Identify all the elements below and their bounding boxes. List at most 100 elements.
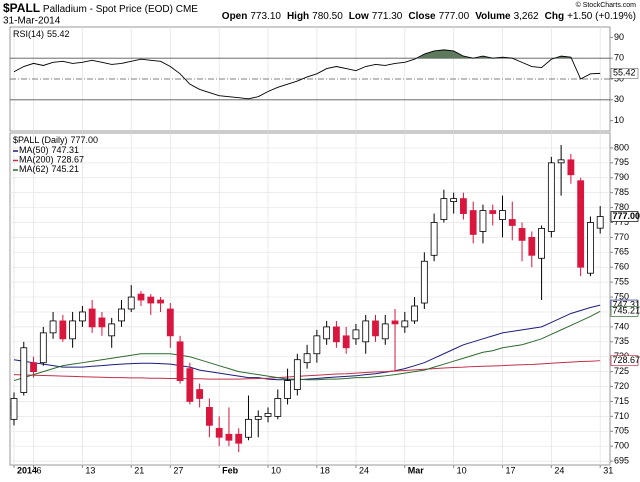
candle-body xyxy=(324,327,330,339)
y-tick-label: 90 xyxy=(614,32,624,42)
candle-body xyxy=(597,217,603,229)
candle-body xyxy=(539,228,545,258)
y-tick-label: 785 xyxy=(614,187,629,197)
y-tick-label: 765 xyxy=(614,247,629,257)
candle-body xyxy=(294,360,300,390)
candle-body xyxy=(216,428,222,437)
x-tick-label: 13 xyxy=(85,465,95,475)
candle-body xyxy=(255,416,261,419)
x-tick-label: 10 xyxy=(271,465,281,475)
quote-value: 777.00 xyxy=(439,11,470,22)
last-value-label: 777.00 xyxy=(613,211,640,221)
candle-body xyxy=(441,199,447,220)
x-tick-label: Mar xyxy=(408,465,425,475)
legend-value: 55.42 xyxy=(47,29,70,39)
candle-body xyxy=(60,321,66,339)
symbol: $PALL xyxy=(3,1,40,15)
last-value-label: 55.42 xyxy=(613,68,636,78)
candle-body xyxy=(529,237,535,255)
y-tick-label: 770 xyxy=(614,232,629,242)
y-tick-label: 720 xyxy=(614,381,629,391)
x-tick-label: Feb xyxy=(222,465,239,475)
candle-body xyxy=(70,321,76,339)
legend-name: $PALL (Daily) xyxy=(13,135,68,145)
quote-value: 771.30 xyxy=(372,11,403,22)
candle-body xyxy=(402,321,408,327)
candle-body xyxy=(50,321,56,333)
candle-body xyxy=(197,390,203,399)
price-legend: $PALL (Daily)777.00 xyxy=(13,135,98,145)
candle-body xyxy=(392,321,398,324)
x-tick-label: 27 xyxy=(173,465,183,475)
candle-body xyxy=(578,181,584,268)
ma-legend: MA(200)728.67 xyxy=(19,155,84,165)
legend-value: 745.21 xyxy=(52,164,80,174)
quote-value: 773.10 xyxy=(250,11,281,22)
candle-body xyxy=(138,294,144,300)
quote-label: Chg xyxy=(545,11,564,22)
candle-body xyxy=(382,324,388,339)
x-tick-label: 24 xyxy=(359,465,369,475)
chart-header: $PALL Palladium - Spot Price (EOD) CME xyxy=(3,1,198,15)
y-tick-label: 760 xyxy=(614,262,629,272)
quote-value: 780.50 xyxy=(312,11,343,22)
candle-body xyxy=(509,220,515,226)
legend-name: MA(50) xyxy=(19,145,49,155)
candle-body xyxy=(99,318,105,327)
candle-body xyxy=(490,211,496,214)
x-tick-label: 24 xyxy=(554,465,564,475)
y-tick-label: 800 xyxy=(614,142,629,152)
candle-body xyxy=(558,160,564,163)
last-value-label: 728.67 xyxy=(613,355,640,365)
candle-body xyxy=(285,381,291,399)
quote-label: Low xyxy=(349,11,369,22)
y-tick-label: 790 xyxy=(614,172,629,182)
candle-body xyxy=(109,324,115,336)
legend-value: 728.67 xyxy=(57,155,85,165)
candle-body xyxy=(236,434,242,443)
y-tick-label: 740 xyxy=(614,321,629,331)
candle-body xyxy=(412,306,418,321)
candle-body xyxy=(89,309,95,327)
candle-body xyxy=(460,199,466,214)
candle-body xyxy=(500,211,506,220)
instrument-name: Palladium - Spot Price (EOD) xyxy=(43,4,173,15)
date: 31-Mar-2014 xyxy=(3,16,61,27)
candle-body xyxy=(480,211,486,232)
legend-name: MA(62) xyxy=(19,164,49,174)
x-tick-label: 21 xyxy=(134,465,144,475)
candle-body xyxy=(245,419,251,437)
candle-body xyxy=(128,297,134,309)
candle-body xyxy=(158,300,164,303)
quote-label: Close xyxy=(408,11,436,22)
candle-body xyxy=(31,363,37,372)
copyright: © StockCharts.com xyxy=(576,1,637,9)
candle-body xyxy=(372,321,378,336)
candle-body xyxy=(275,398,281,416)
quote-value: +1.50 (+0.19%) xyxy=(567,11,636,22)
candle-body xyxy=(548,163,554,232)
legend-name: RSI(14) xyxy=(13,29,44,39)
candle-body xyxy=(265,413,271,416)
candle-body xyxy=(519,228,525,240)
legend-value: 777.00 xyxy=(71,135,99,145)
candle-body xyxy=(118,309,124,321)
x-tick-label: 6 xyxy=(37,465,42,475)
x-tick-label: 10 xyxy=(457,465,467,475)
x-tick-label: 17 xyxy=(506,465,516,475)
candle-body xyxy=(167,309,173,336)
y-tick-label: 30 xyxy=(614,94,624,104)
quote-value: 3,262 xyxy=(514,11,539,22)
candle-body xyxy=(431,222,437,255)
candle-body xyxy=(304,354,310,363)
y-tick-label: 70 xyxy=(614,53,624,63)
candle-body xyxy=(470,211,476,235)
candle-body xyxy=(568,160,574,175)
exchange: CME xyxy=(176,4,199,15)
candle-body xyxy=(343,336,349,348)
y-tick-label: 710 xyxy=(614,411,629,421)
x-tick-label: 18 xyxy=(320,465,330,475)
y-tick-label: 705 xyxy=(614,426,629,436)
y-tick-label: 795 xyxy=(614,157,629,167)
